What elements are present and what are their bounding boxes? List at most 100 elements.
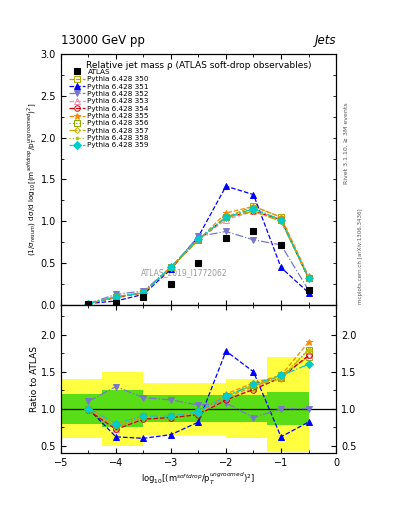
Pythia 6.428 358: [141, 290, 146, 296]
Line: Pythia 6.428 355: Pythia 6.428 355: [85, 203, 312, 307]
Pythia 6.428 353: [279, 217, 283, 223]
Pythia 6.428 350: [279, 214, 283, 220]
Pythia 6.428 355: [251, 203, 256, 209]
Line: Pythia 6.428 352: Pythia 6.428 352: [86, 229, 311, 306]
ATLAS: [224, 235, 228, 241]
ATLAS: [169, 281, 173, 287]
ATLAS: [306, 287, 311, 293]
Pythia 6.428 351: [279, 264, 283, 270]
Pythia 6.428 358: [114, 294, 118, 300]
Line: Pythia 6.428 353: Pythia 6.428 353: [86, 208, 311, 306]
Pythia 6.428 352: [169, 264, 173, 270]
Pythia 6.428 356: [306, 274, 311, 281]
Pythia 6.428 354: [86, 301, 91, 307]
Pythia 6.428 359: [169, 264, 173, 270]
Text: mcplots.cern.ch [arXiv:1306.3436]: mcplots.cern.ch [arXiv:1306.3436]: [358, 208, 363, 304]
Pythia 6.428 350: [169, 264, 173, 270]
Line: Pythia 6.428 351: Pythia 6.428 351: [86, 183, 311, 306]
ATLAS: [279, 242, 283, 248]
Pythia 6.428 357: [224, 214, 228, 220]
Pythia 6.428 355: [141, 290, 146, 296]
Pythia 6.428 356: [224, 214, 228, 220]
Pythia 6.428 357: [86, 301, 91, 307]
Pythia 6.428 359: [306, 274, 311, 281]
Legend: ATLAS, Pythia 6.428 350, Pythia 6.428 351, Pythia 6.428 352, Pythia 6.428 353, P: ATLAS, Pythia 6.428 350, Pythia 6.428 35…: [67, 68, 151, 150]
ATLAS: [86, 301, 91, 307]
Text: ATLAS_2019_I1772062: ATLAS_2019_I1772062: [141, 268, 228, 277]
Pythia 6.428 357: [196, 237, 201, 243]
Line: Pythia 6.428 358: Pythia 6.428 358: [86, 208, 311, 306]
Pythia 6.428 351: [224, 183, 228, 189]
Pythia 6.428 358: [279, 218, 283, 224]
Pythia 6.428 358: [306, 274, 311, 281]
Pythia 6.428 351: [141, 291, 146, 297]
Pythia 6.428 351: [306, 290, 311, 296]
Pythia 6.428 352: [86, 301, 91, 307]
Pythia 6.428 354: [251, 208, 256, 215]
Pythia 6.428 357: [141, 290, 146, 296]
Y-axis label: Ratio to ATLAS: Ratio to ATLAS: [30, 346, 39, 412]
ATLAS: [114, 300, 118, 306]
Pythia 6.428 356: [86, 301, 91, 307]
Pythia 6.428 358: [169, 264, 173, 270]
Pythia 6.428 359: [141, 290, 146, 296]
Pythia 6.428 351: [114, 298, 118, 304]
Pythia 6.428 351: [169, 266, 173, 272]
Pythia 6.428 357: [114, 294, 118, 300]
Pythia 6.428 351: [86, 301, 91, 307]
Pythia 6.428 352: [306, 287, 311, 293]
Pythia 6.428 352: [251, 237, 256, 243]
ATLAS: [141, 294, 146, 300]
Pythia 6.428 358: [86, 301, 91, 307]
Pythia 6.428 359: [86, 301, 91, 307]
Pythia 6.428 357: [306, 274, 311, 281]
Line: Pythia 6.428 357: Pythia 6.428 357: [86, 209, 310, 306]
Pythia 6.428 357: [279, 218, 283, 224]
Pythia 6.428 350: [196, 237, 201, 243]
Line: Pythia 6.428 354: Pythia 6.428 354: [86, 208, 311, 306]
Pythia 6.428 355: [196, 237, 201, 243]
Pythia 6.428 354: [169, 264, 173, 270]
Line: ATLAS: ATLAS: [85, 228, 312, 307]
Text: Jets: Jets: [314, 34, 336, 48]
Pythia 6.428 355: [224, 210, 228, 216]
Pythia 6.428 355: [86, 301, 91, 307]
Pythia 6.428 351: [196, 233, 201, 240]
Pythia 6.428 352: [224, 228, 228, 234]
Pythia 6.428 357: [251, 208, 256, 215]
Pythia 6.428 357: [169, 264, 173, 270]
Text: Relative jet mass ρ (ATLAS soft-drop observables): Relative jet mass ρ (ATLAS soft-drop obs…: [86, 61, 311, 70]
Pythia 6.428 354: [141, 290, 146, 296]
X-axis label: log$_{10}$[(m$^{soft drop}$/p$_T^{ungroomed}$)$^2$]: log$_{10}$[(m$^{soft drop}$/p$_T^{ungroo…: [141, 471, 255, 487]
Pythia 6.428 353: [86, 301, 91, 307]
Pythia 6.428 356: [196, 237, 201, 243]
Pythia 6.428 350: [251, 203, 256, 209]
Pythia 6.428 355: [279, 214, 283, 220]
Pythia 6.428 359: [224, 214, 228, 220]
Line: Pythia 6.428 356: Pythia 6.428 356: [86, 206, 311, 306]
Pythia 6.428 359: [279, 217, 283, 223]
Pythia 6.428 351: [251, 191, 256, 198]
Pythia 6.428 359: [114, 294, 118, 300]
Pythia 6.428 350: [141, 290, 146, 296]
ATLAS: [251, 228, 256, 234]
Pythia 6.428 356: [279, 217, 283, 223]
Pythia 6.428 353: [251, 208, 256, 215]
Pythia 6.428 358: [251, 208, 256, 215]
Pythia 6.428 352: [114, 291, 118, 297]
Pythia 6.428 353: [141, 290, 146, 296]
Pythia 6.428 350: [86, 301, 91, 307]
Pythia 6.428 358: [224, 214, 228, 220]
Pythia 6.428 355: [114, 294, 118, 300]
Pythia 6.428 350: [224, 214, 228, 220]
Pythia 6.428 355: [306, 273, 311, 279]
Pythia 6.428 353: [114, 294, 118, 300]
Pythia 6.428 356: [141, 290, 146, 296]
Pythia 6.428 356: [169, 264, 173, 270]
Pythia 6.428 350: [114, 294, 118, 300]
ATLAS: [196, 260, 201, 266]
Pythia 6.428 359: [196, 236, 201, 242]
Pythia 6.428 356: [251, 206, 256, 212]
Text: Rivet 3.1.10, ≥ 3M events: Rivet 3.1.10, ≥ 3M events: [344, 102, 349, 184]
Pythia 6.428 354: [196, 237, 201, 243]
